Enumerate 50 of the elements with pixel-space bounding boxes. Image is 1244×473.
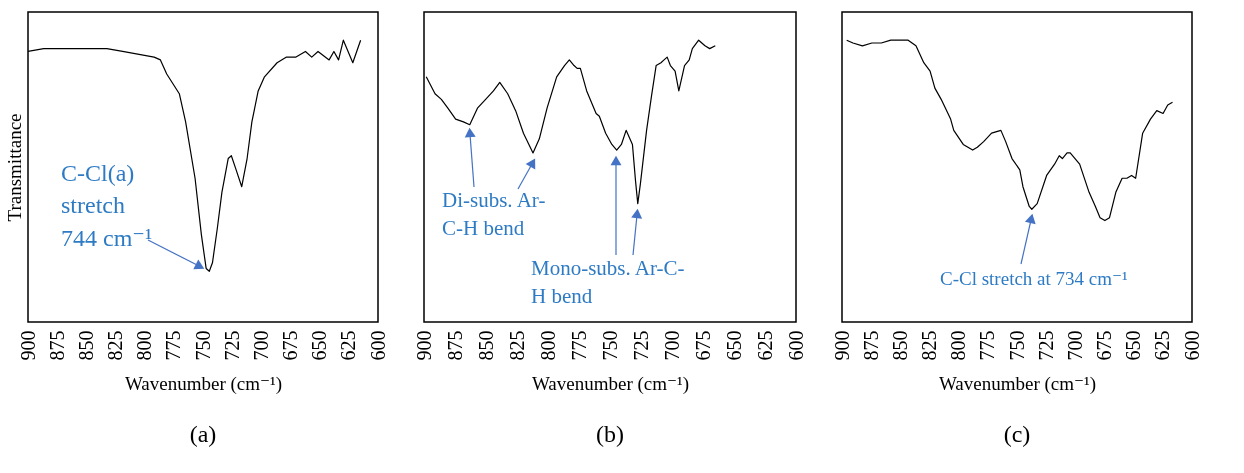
- x-tick-label: 900: [412, 330, 435, 361]
- x-tick-label: 650: [722, 330, 745, 361]
- x-tick-label: 675: [1093, 330, 1115, 361]
- x-tick-label: 625: [1151, 330, 1174, 361]
- x-tick-label: 700: [249, 330, 272, 361]
- x-tick-label: 725: [629, 330, 652, 361]
- x-tick-label: 650: [1122, 330, 1145, 361]
- x-tick-label: 775: [976, 330, 999, 361]
- annotation: Mono-subs. Ar-C-H bend: [531, 256, 685, 309]
- x-tick-label: 700: [1063, 330, 1086, 361]
- x-tick-label: 650: [308, 330, 331, 361]
- y-axis-title: Transmittance: [3, 113, 25, 222]
- x-tick-label: 625: [753, 330, 776, 361]
- x-tick-label: 700: [660, 330, 683, 361]
- text: (a): [189, 421, 217, 447]
- x-tick-label: 675: [279, 330, 301, 361]
- text: (b): [596, 421, 624, 447]
- x-tick-label: 800: [947, 330, 970, 361]
- annotation: C-Cl stretch at 734 cm⁻¹: [940, 268, 1129, 289]
- x-axis-title: Wavenumber (cm⁻¹): [938, 372, 1097, 395]
- x-tick-label: 800: [133, 330, 156, 361]
- x-tick-label: 825: [505, 330, 528, 361]
- x-tick-label: 600: [784, 330, 807, 361]
- x-tick-label: 750: [598, 330, 621, 361]
- x-tick-label: 850: [74, 330, 97, 361]
- x-tick-label: 825: [918, 330, 940, 361]
- x-axis-title: Wavenumber (cm⁻¹): [531, 372, 690, 395]
- x-tick-label: 775: [567, 330, 590, 361]
- x-tick-label: 900: [16, 330, 39, 361]
- x-tick-label: 825: [104, 330, 126, 361]
- x-tick-label: 900: [830, 330, 853, 361]
- x-tick-label: 750: [191, 330, 214, 361]
- x-tick-label: 775: [162, 330, 185, 361]
- x-tick-label: 725: [1034, 330, 1057, 361]
- x-tick-label: 875: [859, 330, 882, 361]
- x-tick-label: 675: [691, 330, 714, 361]
- x-tick-label: 725: [220, 330, 243, 361]
- x-tick-label: 875: [45, 330, 68, 361]
- x-tick-label: 600: [1180, 330, 1203, 361]
- annotation: Di-subs. Ar-C-H bend: [442, 188, 546, 241]
- x-tick-label: 625: [337, 330, 360, 361]
- annotation: C-Cl(a) stretch 744 cm⁻¹: [61, 160, 153, 251]
- x-tick-label: 875: [443, 330, 466, 361]
- x-tick-label: 600: [366, 330, 389, 361]
- x-tick-label: 850: [888, 330, 911, 361]
- x-tick-label: 850: [474, 330, 497, 361]
- x-tick-label: 750: [1005, 330, 1028, 361]
- x-tick-label: 800: [536, 330, 559, 361]
- x-axis-title: Wavenumber (cm⁻¹): [124, 372, 283, 395]
- text: (c): [1003, 421, 1031, 447]
